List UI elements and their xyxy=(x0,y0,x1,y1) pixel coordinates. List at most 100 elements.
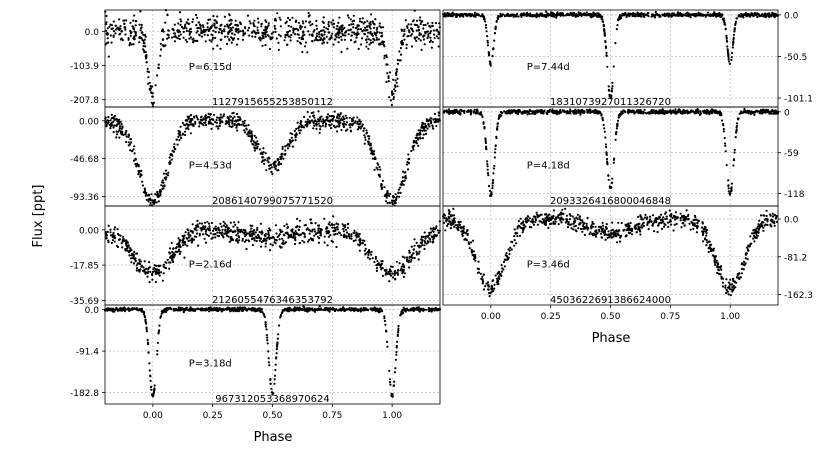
data-point xyxy=(228,121,231,124)
data-point xyxy=(155,264,158,267)
data-point xyxy=(427,234,430,237)
data-point xyxy=(379,264,382,267)
data-point xyxy=(391,201,394,204)
data-point xyxy=(317,241,321,244)
data-point xyxy=(401,255,404,258)
data-point xyxy=(137,173,140,176)
data-point xyxy=(378,165,381,169)
data-point xyxy=(365,308,368,311)
data-point xyxy=(437,45,440,48)
data-point xyxy=(429,240,432,243)
data-point xyxy=(371,307,374,311)
data-point xyxy=(392,384,395,387)
data-point xyxy=(347,33,350,36)
data-point xyxy=(420,242,423,245)
data-point xyxy=(210,309,213,312)
data-point xyxy=(724,28,727,31)
data-point xyxy=(246,14,250,17)
data-point xyxy=(229,18,232,21)
data-point xyxy=(428,125,431,128)
data-point xyxy=(347,235,350,238)
data-point xyxy=(125,244,128,247)
data-point xyxy=(159,271,163,274)
data-point xyxy=(224,222,227,225)
data-point xyxy=(297,29,300,32)
data-point xyxy=(614,42,617,45)
data-point xyxy=(296,308,300,311)
data-point xyxy=(147,200,150,203)
data-point xyxy=(612,161,615,164)
data-point xyxy=(215,309,218,312)
data-point xyxy=(371,32,374,35)
data-point xyxy=(340,234,343,237)
data-point xyxy=(107,55,110,58)
data-point xyxy=(487,54,491,57)
data-point xyxy=(211,123,214,126)
data-point xyxy=(307,240,310,243)
data-point xyxy=(207,18,210,21)
data-point xyxy=(559,12,562,15)
data-point xyxy=(158,271,161,274)
data-point xyxy=(159,264,162,267)
data-point xyxy=(114,28,117,31)
data-point xyxy=(233,306,236,309)
data-point xyxy=(348,24,351,27)
data-point xyxy=(345,308,348,311)
data-point xyxy=(344,114,347,117)
data-points xyxy=(442,10,780,99)
data-point xyxy=(240,309,243,312)
data-point xyxy=(273,378,276,381)
data-point xyxy=(214,233,217,236)
data-point xyxy=(727,54,730,57)
data-point xyxy=(198,33,201,36)
data-point xyxy=(347,16,350,19)
data-point xyxy=(614,138,617,141)
data-point xyxy=(105,14,108,18)
data-point xyxy=(465,14,468,17)
data-point xyxy=(105,125,108,128)
data-point xyxy=(363,33,367,36)
data-point xyxy=(243,240,246,243)
data-point xyxy=(165,176,168,179)
data-point xyxy=(118,18,121,21)
data-point xyxy=(279,18,282,21)
data-point xyxy=(105,29,108,32)
data-point xyxy=(161,279,164,282)
data-point xyxy=(133,38,136,41)
data-point xyxy=(402,265,405,268)
data-point xyxy=(537,13,541,16)
data-point xyxy=(289,140,292,143)
data-point xyxy=(181,307,184,310)
data-point xyxy=(189,114,193,117)
data-point xyxy=(312,127,315,130)
data-point xyxy=(461,14,464,17)
data-point xyxy=(400,180,403,184)
data-point xyxy=(179,239,182,242)
data-point xyxy=(235,43,239,46)
data-point xyxy=(166,37,169,40)
data-point xyxy=(396,85,399,88)
data-point xyxy=(187,117,190,120)
source-id-label: 2126055476346353792 xyxy=(212,295,333,306)
data-point xyxy=(332,124,336,127)
data-point xyxy=(392,78,395,81)
source-id-label: 2086140799075771520 xyxy=(212,196,333,207)
data-point xyxy=(352,231,355,234)
data-point xyxy=(301,50,304,54)
y-tick-label: -207.8 xyxy=(70,96,99,106)
data-point xyxy=(122,307,125,310)
data-point xyxy=(168,251,171,254)
data-point xyxy=(166,13,169,16)
data-point xyxy=(459,15,462,18)
data-point xyxy=(314,222,317,225)
data-point xyxy=(336,225,339,229)
data-point xyxy=(334,34,337,37)
data-point xyxy=(412,139,416,142)
data-point xyxy=(180,20,183,23)
data-point xyxy=(195,116,199,119)
data-point xyxy=(725,34,728,37)
data-point xyxy=(414,136,417,139)
data-point xyxy=(453,13,456,16)
data-point xyxy=(177,307,180,310)
data-point xyxy=(216,125,219,128)
